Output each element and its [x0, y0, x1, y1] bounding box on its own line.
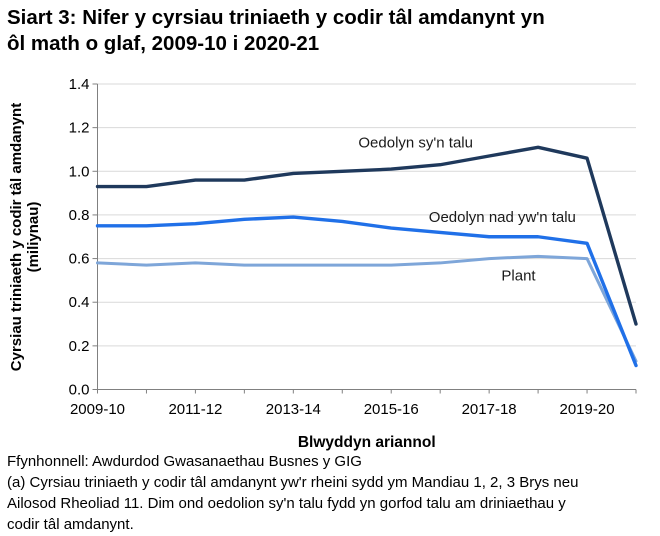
series-label-children: Plant — [501, 267, 536, 284]
footnote-a-line3: codir tâl amdanynt. — [7, 516, 134, 533]
x-tick-label: 2019-20 — [560, 401, 615, 418]
x-tick-label: 2009-10 — [70, 401, 125, 418]
y-tick-label: 1.2 — [69, 120, 90, 137]
y-axis-title: Cyrsiau triniaeth y codir tâl amdanynt(m… — [8, 103, 42, 371]
y-tick-label: 0.2 — [69, 338, 90, 355]
x-tick-label: 2013-14 — [266, 401, 321, 418]
y-tick-label: 0.6 — [69, 251, 90, 268]
footnotes: Ffynhonnell: Awdurdod Gwasanaethau Busne… — [7, 451, 657, 535]
x-tick-label: 2011-12 — [168, 401, 222, 418]
x-axis-title: Blwyddyn ariannol — [298, 434, 436, 451]
y-tick-label: 0.8 — [69, 207, 90, 224]
x-tick-label: 2017-18 — [462, 401, 517, 418]
footnote-a-line2: Ailosod Rheoliad 11. Dim ond oedolion sy… — [7, 495, 566, 512]
series-label-non-paying-adult: Oedolyn nad yw'n talu — [429, 209, 576, 226]
series-line-children — [96, 254, 638, 363]
series-line-non-paying-adult — [95, 215, 638, 368]
chart-title-line2: ôl math o glaf, 2009-10 i 2020-21 — [7, 32, 320, 55]
y-tick-label: 1.4 — [69, 76, 90, 93]
chart-title: Siart 3: Nifer y cyrsiau triniaeth y cod… — [7, 5, 657, 57]
y-tick-label: 1.0 — [69, 163, 90, 180]
footnote-a-line1: (a) Cyrsiau triniaeth y codir tâl amdany… — [7, 474, 579, 491]
source-note: Ffynhonnell: Awdurdod Gwasanaethau Busne… — [7, 453, 362, 470]
chart-title-line1: Siart 3: Nifer y cyrsiau triniaeth y cod… — [7, 6, 545, 29]
y-tick-label: 0.4 — [69, 294, 90, 311]
series-line-paying-adult — [95, 145, 638, 326]
treatment-courses-line-chart: 0.0 0.2 0.4 0.6 0.8 1.0 1.2 1.4 2009-10 2011-12 20… — [8, 76, 638, 451]
x-tick-label: 2015-16 — [364, 401, 419, 418]
y-tick-label: 0.0 — [69, 382, 90, 399]
series-label-paying-adult: Oedolyn sy'n talu — [358, 135, 473, 152]
